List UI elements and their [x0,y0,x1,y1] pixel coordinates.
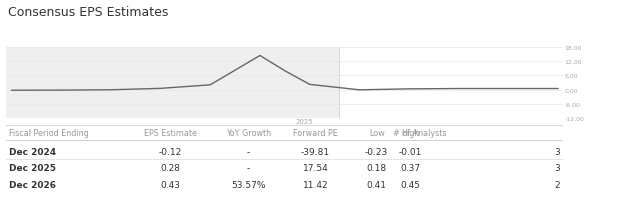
Text: Consensus EPS Estimates: Consensus EPS Estimates [8,6,168,19]
Text: 2: 2 [555,180,561,189]
Text: 0.41: 0.41 [367,180,387,189]
Text: 0.37: 0.37 [400,164,420,173]
Text: Dec 2024: Dec 2024 [9,147,56,156]
Text: Fiscal Period Ending: Fiscal Period Ending [9,129,89,137]
Text: EPS Estimate: EPS Estimate [144,129,197,137]
Text: # of Analysts: # of Analysts [393,129,446,137]
Text: -: - [247,147,250,156]
Text: High: High [401,129,419,137]
Text: 3: 3 [555,164,561,173]
Text: Forward PE: Forward PE [293,129,338,137]
Text: -0.23: -0.23 [365,147,388,156]
Text: 0.45: 0.45 [400,180,420,189]
Text: -0.01: -0.01 [398,147,422,156]
Text: Low: Low [369,129,385,137]
Text: -39.81: -39.81 [301,147,330,156]
Text: 0.43: 0.43 [161,180,180,189]
Text: 2025: 2025 [296,119,313,125]
Text: 0.28: 0.28 [161,164,180,173]
Bar [6,48,339,118]
Text: 0.18: 0.18 [367,164,387,173]
Text: -0.12: -0.12 [159,147,182,156]
Bar [339,48,563,118]
Text: 3: 3 [555,147,561,156]
Text: 17.54: 17.54 [303,164,328,173]
Text: 53.57%: 53.57% [231,180,266,189]
Text: YoY Growth: YoY Growth [226,129,271,137]
Text: -: - [247,164,250,173]
Text: 11.42: 11.42 [303,180,328,189]
Text: Dec 2026: Dec 2026 [9,180,56,189]
Text: Dec 2025: Dec 2025 [9,164,56,173]
